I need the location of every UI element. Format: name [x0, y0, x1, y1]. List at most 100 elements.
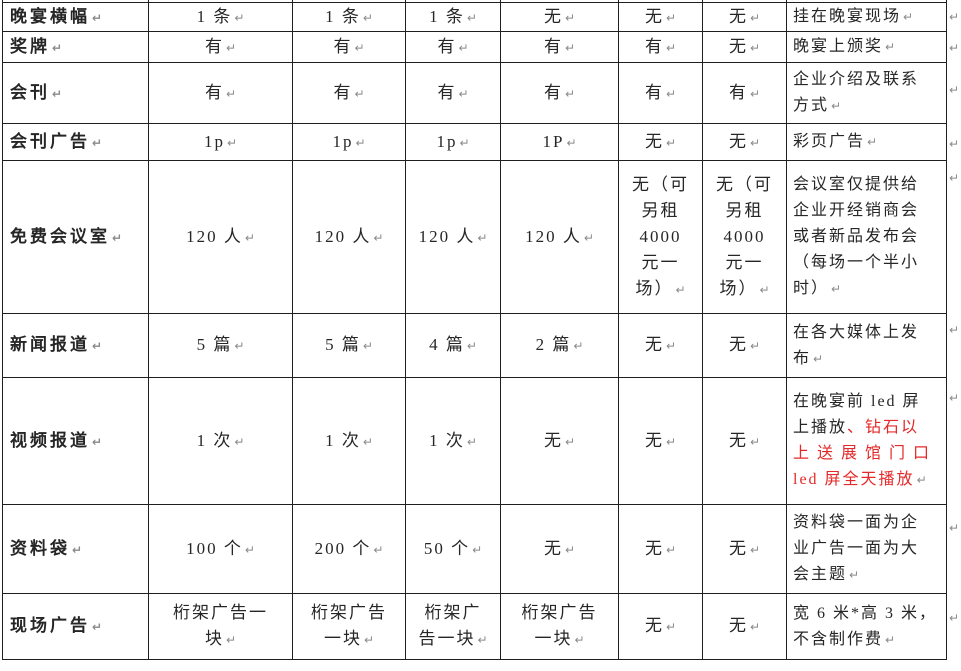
end-of-cell-mark: ↵	[466, 339, 477, 353]
value-cell: 无 ↵	[500, 2, 619, 32]
description-cell: 宽 6 米*高 3 米， 不含制作费 ↵	[786, 593, 947, 660]
cell-text: 5 篇	[196, 335, 233, 354]
end-of-cell-mark: ↵	[867, 135, 878, 149]
value-cell: 无 ↵	[618, 593, 703, 660]
cell-text: 会刊广告	[10, 131, 90, 151]
end-of-cell-mark: ↵	[92, 434, 103, 449]
description-cell: 挂在晚宴现场 ↵	[786, 2, 947, 32]
table-row: 现场广告 ↵ 桁架广告一 块 ↵ 桁架广告 一块 ↵ 桁架广 告一块 ↵ 桁架广告 一块 ↵ 无 ↵ 无…	[2, 593, 947, 660]
value-cell: 有 ↵	[702, 62, 787, 124]
end-of-cell-mark: ↵	[903, 10, 914, 24]
cell-text: 120 人	[186, 226, 243, 246]
end-of-cell-mark: ↵	[749, 620, 761, 634]
description-cell: 晚宴上颁奖 ↵	[786, 31, 947, 63]
end-of-cell-mark: ↵	[885, 632, 896, 647]
cell-text: 50 个	[423, 538, 471, 558]
end-of-cell-mark: ↵	[355, 135, 366, 150]
value-cell: 无 ↵	[500, 377, 619, 505]
cell-text: 1 次	[325, 430, 361, 450]
cell-text: 会刊	[10, 82, 50, 102]
value-cell: 桁架广告 一块 ↵	[292, 593, 406, 660]
cell-text: 有	[437, 82, 457, 102]
end-of-cell-mark: ↵	[665, 40, 677, 55]
value-cell: 4 篇 ↵	[405, 313, 501, 378]
end-of-cell-mark: ↵	[234, 434, 245, 449]
end-of-cell-mark: ↵	[225, 633, 237, 647]
value-cell: 桁架广 告一块 ↵	[405, 593, 501, 660]
end-of-cell-mark: ↵	[225, 40, 237, 55]
end-of-cell-mark: ↵	[759, 282, 770, 297]
cell-text: 桁架广告 一块	[311, 603, 387, 648]
cell-text: 120 人	[314, 226, 372, 246]
table-row: 晚宴横幅 ↵ 1 条 ↵ 1 条 ↵ 1 条 ↵ 无 ↵ 无 ↵ 无 ↵ 挂在晚宴现场 ↵	[2, 2, 947, 32]
cell-text: 新闻报道	[10, 335, 90, 354]
end-of-row-mark: ↵	[949, 41, 960, 55]
value-cell: 无 ↵	[500, 504, 619, 594]
end-of-cell-mark: ↵	[665, 86, 677, 101]
end-of-cell-mark: ↵	[564, 542, 576, 557]
end-of-row-mark: ↵	[949, 521, 960, 535]
row-label-cell: 免费会议室 ↵	[2, 160, 149, 314]
row-label-cell: 视频报道 ↵	[2, 377, 149, 505]
end-of-cell-mark: ↵	[665, 434, 677, 449]
end-of-cell-mark: ↵	[749, 10, 761, 25]
cell-text: 桁架广 告一块	[418, 603, 482, 648]
value-cell: 无（可 另租 4000 元一 场） ↵	[618, 160, 703, 314]
end-of-cell-mark: ↵	[564, 86, 576, 101]
row-label-cell: 会刊广告 ↵	[2, 123, 149, 161]
end-of-row-mark: ↵	[949, 137, 960, 151]
value-cell: 120 人 ↵	[500, 160, 619, 314]
cell-text: 在晚宴前 led 屏 上播放	[793, 393, 921, 436]
cell-text: 有	[644, 82, 664, 102]
end-of-cell-mark: ↵	[749, 135, 761, 150]
end-of-cell-mark: ↵	[363, 633, 375, 647]
end-of-cell-mark: ↵	[665, 542, 677, 557]
value-cell: 1P ↵	[500, 123, 619, 161]
cell-text: 无	[728, 6, 748, 26]
cell-text: 2 篇	[535, 335, 572, 354]
value-cell: 有 ↵	[618, 62, 703, 124]
row-label-cell: 晚宴横幅 ↵	[2, 2, 149, 32]
table-row: 会刊广告 ↵ 1p ↵ 1p ↵ 1p ↵ 1P ↵ 无 ↵ 无 ↵ 彩页广告 ↵	[2, 123, 947, 161]
end-of-cell-mark: ↵	[564, 434, 576, 449]
end-of-row-mark: ↵	[949, 171, 960, 185]
value-cell: 200 个 ↵	[292, 504, 406, 594]
cell-text: 1 次	[429, 430, 465, 450]
value-cell: 120 人 ↵	[148, 160, 293, 314]
cut-off-cell	[786, 0, 947, 3]
value-cell: 有 ↵	[292, 31, 406, 63]
end-of-cell-mark: ↵	[831, 282, 842, 296]
end-of-cell-mark: ↵	[665, 10, 677, 25]
cell-text: 有	[644, 36, 664, 56]
value-cell: 无 ↵	[702, 313, 787, 378]
cell-text: 无	[543, 6, 563, 26]
end-of-cell-mark: ↵	[362, 434, 373, 449]
end-of-cell-mark: ↵	[244, 230, 255, 245]
red-highlight-text: 、钻石以 上 送 展 馆 门 口 led 屏全天播放	[793, 419, 932, 488]
end-of-cell-mark: ↵	[849, 568, 860, 582]
value-cell: 无 ↵	[702, 504, 787, 594]
cell-text: 无	[644, 538, 664, 558]
end-of-cell-mark: ↵	[749, 40, 761, 55]
end-of-cell-mark: ↵	[749, 86, 761, 101]
end-of-cell-mark: ↵	[477, 633, 488, 647]
end-of-cell-mark: ↵	[885, 40, 896, 54]
description-cell: 会议室仅提供给 企业开经销商会 或者新品发布会 （每场一个半小 时） ↵	[786, 160, 947, 314]
end-of-cell-mark: ↵	[665, 620, 677, 634]
cell-text: 1p	[332, 131, 354, 151]
value-cell: 有 ↵	[148, 62, 293, 124]
cell-text: 晚宴横幅	[10, 6, 90, 26]
cell-text: 现场广告	[10, 616, 90, 635]
description-cell: 在晚宴前 led 屏 上播放、钻石以 上 送 展 馆 门 口 led 屏全天播放…	[786, 377, 947, 505]
cell-text: 无	[543, 538, 563, 558]
package-benefits-table: 晚宴横幅 ↵ 1 条 ↵ 1 条 ↵ 1 条 ↵ 无 ↵ 无 ↵ 无 ↵ 挂在晚宴现场 ↵ 奖牌 ↵ 有 ↵ 有 ↵ 有 ↵ 有…	[2, 0, 947, 660]
end-of-cell-mark: ↵	[574, 633, 585, 647]
end-of-row-mark: ↵	[949, 83, 960, 97]
cell-text: 120 人	[525, 226, 582, 246]
value-cell: 5 篇 ↵	[292, 313, 406, 378]
value-cell: 有 ↵	[405, 31, 501, 63]
end-of-cell-mark: ↵	[466, 10, 477, 25]
value-cell: 120 人 ↵	[292, 160, 406, 314]
value-cell: 有 ↵	[148, 31, 293, 63]
